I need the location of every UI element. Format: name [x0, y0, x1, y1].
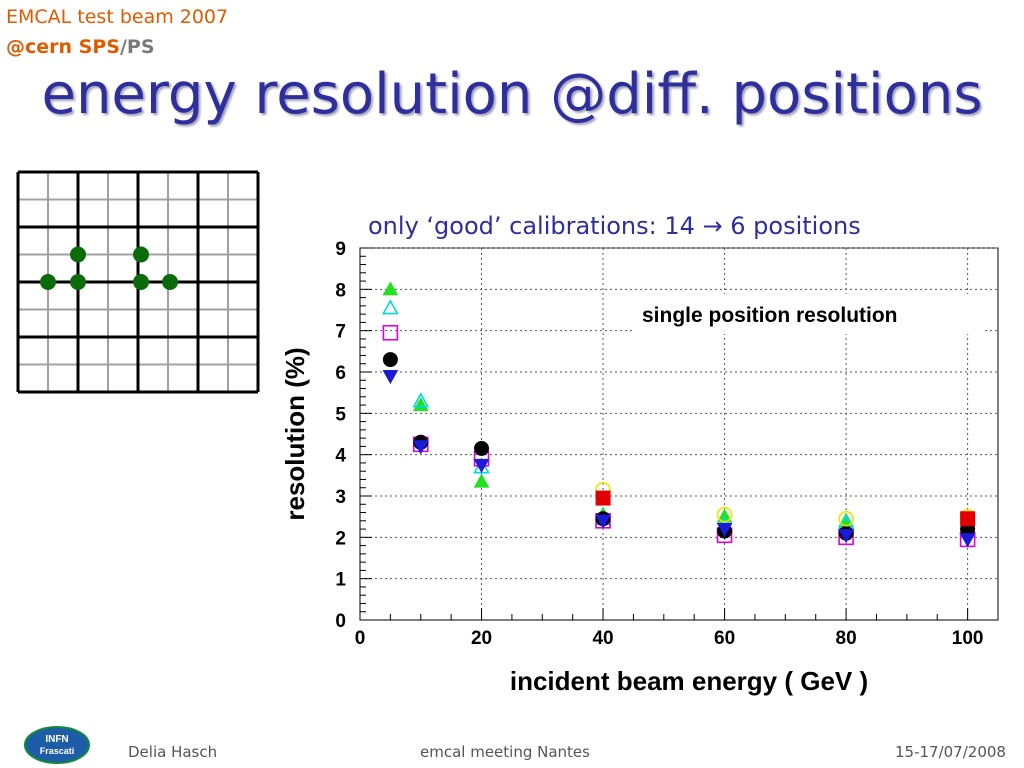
annotation-box — [632, 294, 982, 334]
data-point-triangle-down — [959, 533, 976, 548]
x-tick-label: 40 — [592, 628, 613, 649]
data-point-triangle-up — [473, 473, 490, 488]
data-point-triangle-down — [412, 440, 429, 455]
data-point-triangle-up — [382, 299, 399, 315]
x-tick-label: 80 — [836, 628, 857, 649]
data-point-triangle-up — [412, 392, 430, 408]
resolution-chart: 0 20 40 60 80 100 0 1 2 3 4 5 6 7 8 9 incident beam ener… — [280, 239, 999, 696]
y-tick-label: 0 — [335, 611, 346, 632]
data-point-triangle-down — [838, 529, 854, 544]
chart-subtitle: only ‘good’ calibrations: 14 → 6 positio… — [368, 212, 861, 240]
data-point-triangle-up — [412, 397, 429, 412]
footer-meeting: emcal meeting Nantes — [420, 743, 590, 761]
y-axis-label: resolution (%) — [280, 347, 310, 520]
grid-position-dot — [70, 274, 86, 290]
x-tick-label: 20 — [471, 628, 492, 649]
header-cern-sps: @cern SPS — [6, 36, 120, 58]
data-point-circle — [716, 506, 733, 523]
data-point-circle — [474, 440, 490, 456]
y-tick-label: 9 — [335, 239, 346, 260]
annotation-text: single position resolution — [642, 304, 898, 327]
data-point-triangle-down — [473, 458, 490, 474]
grid-position-dot — [133, 274, 149, 290]
x-tick-label: 100 — [952, 628, 984, 649]
y-tick-label: 5 — [335, 404, 346, 425]
x-axis-label: incident beam energy ( GeV ) — [510, 666, 868, 696]
y-tick-label: 7 — [335, 322, 346, 343]
header-ps: /PS — [119, 36, 155, 58]
logo-text-infn: INFN — [45, 734, 68, 745]
y-tick-label: 3 — [335, 487, 346, 508]
data-point-triangle-down — [716, 522, 733, 538]
data-point-square — [960, 511, 976, 527]
header-line2: @cern SPS/PS — [6, 36, 155, 58]
x-tick-label: 60 — [714, 628, 735, 649]
header-line1: EMCAL test beam 2007 — [6, 6, 229, 28]
data-point-square — [382, 324, 399, 341]
detector-position-grid — [16, 170, 260, 394]
data-point-circle — [382, 352, 398, 368]
data-point-square — [595, 490, 611, 506]
grid-position-dot — [70, 246, 86, 263]
footer-author: Delia Hasch — [128, 743, 218, 761]
y-tick-label: 1 — [335, 570, 346, 591]
slide-title: energy resolution @diff. positions — [41, 62, 983, 127]
x-tick-label: 0 — [355, 628, 366, 649]
data-point-triangle-down — [382, 370, 399, 385]
y-tick-label: 8 — [335, 280, 346, 301]
y-tick-label: 4 — [335, 446, 346, 467]
infn-frascati-logo: INFN Frascati — [24, 726, 90, 764]
logo-text-frascati: Frascati — [40, 746, 75, 756]
grid-position-dot — [133, 246, 149, 263]
y-tick-label: 2 — [335, 528, 346, 549]
grid-position-dot — [162, 274, 178, 290]
data-point-circle — [838, 510, 854, 527]
grid-position-dot — [40, 274, 56, 290]
footer-date: 15-17/07/2008 — [895, 743, 1006, 761]
data-point-triangle-down — [595, 514, 611, 529]
data-point-triangle-up — [382, 281, 399, 296]
y-tick-label: 6 — [335, 363, 346, 384]
